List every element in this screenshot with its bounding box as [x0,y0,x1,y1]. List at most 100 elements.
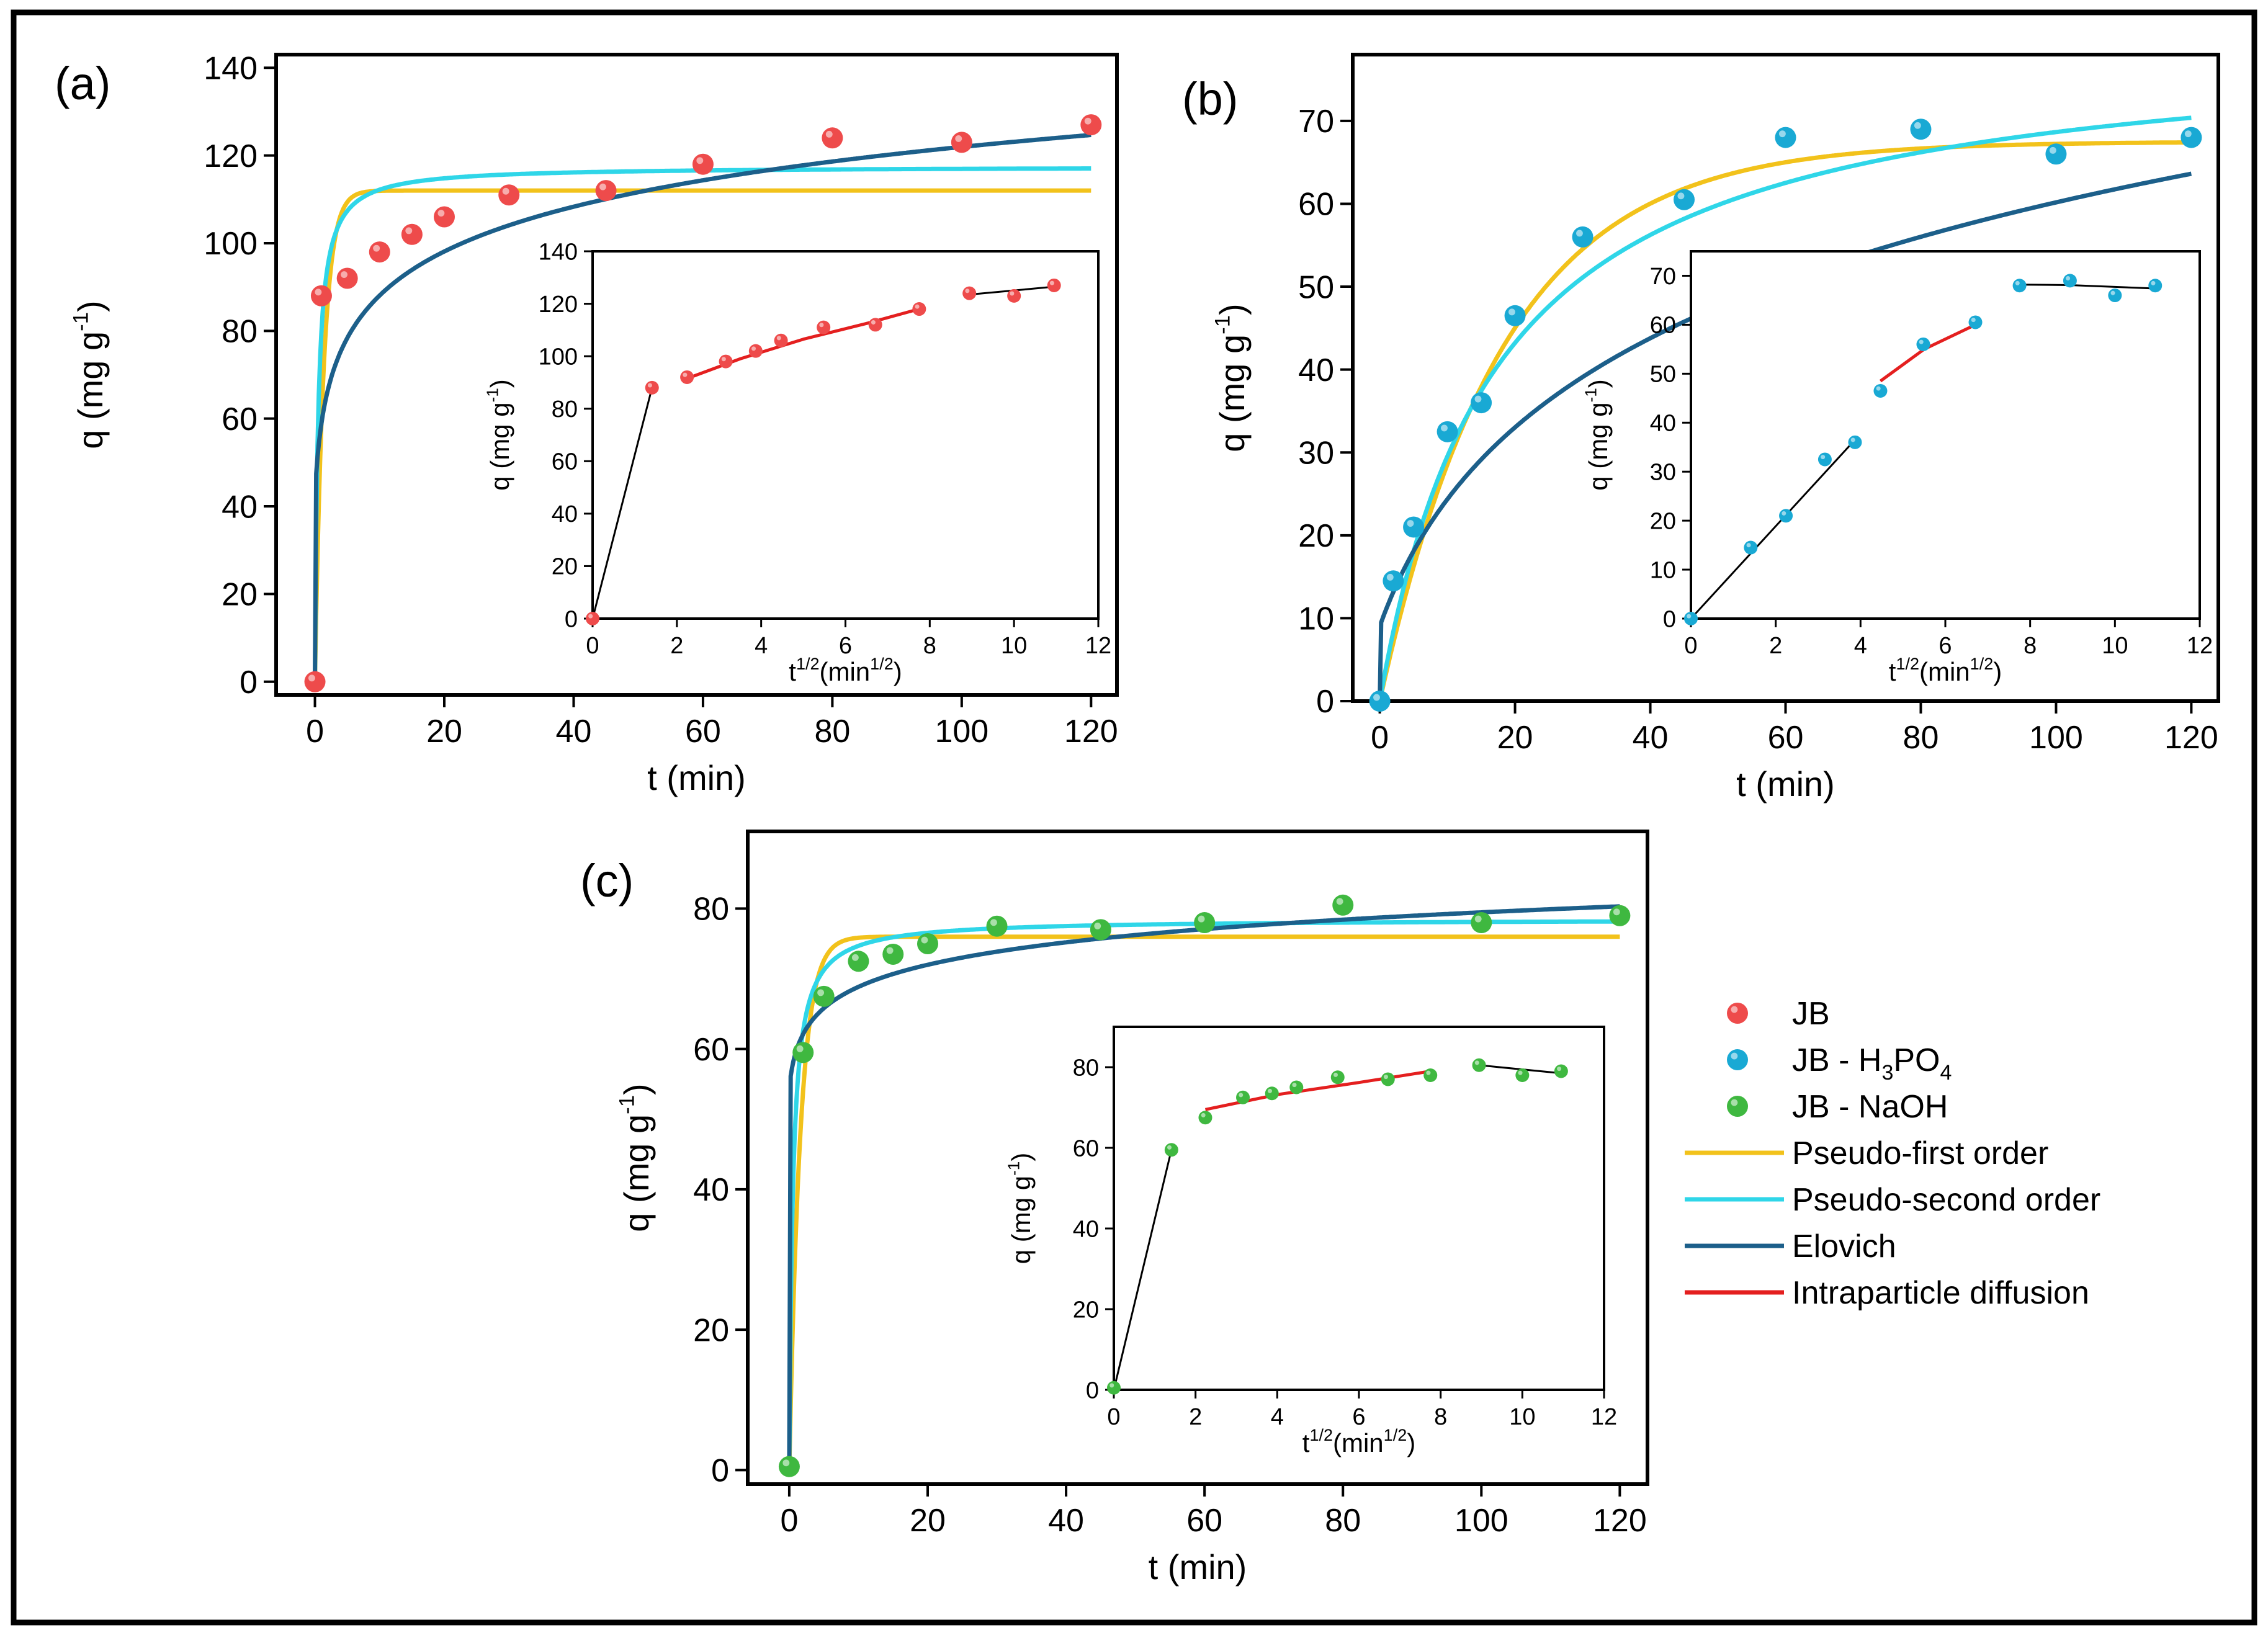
inset-data-point-highlight [819,323,824,328]
y-tick-label: 60 [693,1032,729,1068]
inset-data-point [1198,1111,1212,1125]
inset-data-point-highlight [776,336,781,341]
inset-fit-segment [591,387,653,619]
data-point [1674,189,1695,210]
data-point [498,184,520,206]
legend-label: Elovich [1792,1228,1896,1264]
y-tick-label: 60 [552,449,578,475]
y-tick-label: 120 [539,292,578,318]
legend-item: JB - H3PO4 [1727,1042,1952,1085]
data-point [1471,392,1492,414]
inset-xlabel-sup2: 1/2 [1384,1426,1407,1444]
ylabel-close: ) [1212,303,1252,315]
data-point [692,153,714,175]
inset-data-point [962,286,977,300]
data-point [1403,516,1425,538]
panel-label: (b) [1182,73,1238,125]
x-tick-label: 80 [814,714,850,750]
inset-data-point-highlight [1267,1088,1272,1093]
inset-x-axis-label: t1/2(min1/2) [1889,655,2002,686]
x-tick-label: 120 [1593,1503,1647,1539]
data-point-highlight [796,1045,804,1052]
inset-xlabel-end: ) [1993,657,2002,686]
x-tick-label: 12 [1085,633,1111,659]
inset-background [1114,1027,1604,1390]
x-tick-label: 60 [1186,1503,1222,1539]
legend-label: Pseudo-first order [1792,1135,2048,1171]
y-axis-label: q (mg g-1) [1211,303,1252,452]
x-tick-label: 6 [1352,1404,1365,1430]
data-point [2045,143,2067,165]
legend-item: Intraparticle diffusion [1685,1275,2089,1311]
y-tick-label: 80 [552,396,578,423]
inset-data-point [1744,540,1758,555]
data-point [1369,691,1391,712]
legend-label: JB [1792,996,1830,1032]
ylabel-superscript: -1 [483,388,501,402]
data-point-highlight [1094,922,1101,929]
inset-data-point-highlight [1201,1112,1206,1117]
data-point [304,671,326,692]
y-tick-label: 70 [1650,264,1676,290]
data-point [1090,919,1111,941]
plot-frame [274,53,1119,697]
model-curve-pfo [313,188,1092,682]
legend-subscript-2: 4 [1940,1061,1952,1085]
x-tick-label: 10 [1001,633,1027,659]
inset-data-point [1007,289,1021,303]
legend-marker-highlight [1731,1099,1738,1106]
data-point [1471,912,1492,934]
inset-fit-segment [1113,1149,1173,1390]
legend-marker-highlight [1731,1052,1738,1060]
inset-data-point-highlight [1010,291,1015,296]
legend-label-text: JB [1792,996,1830,1032]
y-tick-label: 80 [693,892,729,928]
x-tick-label: 4 [1854,633,1867,659]
y-tick-label: 60 [1073,1135,1099,1161]
y-tick-label: 140 [204,50,258,86]
x-tick-label: 10 [2102,633,2128,659]
inset-data-point-highlight [1782,511,1786,516]
y-tick-label: 40 [1298,352,1334,388]
x-tick-label: 120 [1064,714,1118,750]
inset-data-point-highlight [1557,1067,1562,1072]
x-tick-label: 6 [839,633,852,659]
y-tick-label: 20 [1650,508,1676,534]
legend-marker [1727,1049,1748,1070]
x-tick-label: 80 [1325,1503,1361,1539]
inset-fit-segment [1690,439,1856,620]
inset-data-point-highlight [1292,1083,1297,1088]
inset-data-point [774,333,788,347]
legend-label: Intraparticle diffusion [1792,1275,2089,1311]
data-point [822,127,843,149]
legend-label-text: JB - H [1792,1042,1881,1078]
y-tick-label: 0 [565,606,578,632]
inset-xlabel-end: ) [1407,1428,1415,1457]
data-point-highlight [373,244,380,252]
y-tick-label: 100 [539,344,578,370]
data-point [778,1456,800,1477]
x-tick-label: 2 [670,633,683,659]
y-tick-label: 60 [1298,187,1334,223]
data-point-highlight [1084,117,1091,125]
data-point-highlight [315,289,322,296]
inset-data-point-highlight [1333,1072,1338,1077]
legend-label-text: Elovich [1792,1228,1896,1264]
inset-data-point-highlight [2151,280,2156,285]
inset-data-point-highlight [871,320,876,325]
data-point [986,915,1008,937]
x-tick-label: 12 [1591,1404,1617,1430]
inset-xlabel-sup: 1/2 [1309,1426,1333,1444]
inset-data-point [645,380,659,395]
y-tick-label: 40 [552,501,578,527]
data-point-highlight [341,271,347,278]
inset-xlabel-sup2: 1/2 [1970,655,1994,673]
panel-label: (c) [580,855,634,906]
data-point-highlight [2184,130,2192,138]
legend-label: JB - NaOH [1792,1089,1948,1125]
inset-data-point-highlight [1687,614,1692,619]
inset-data-point-highlight [1239,1093,1244,1098]
